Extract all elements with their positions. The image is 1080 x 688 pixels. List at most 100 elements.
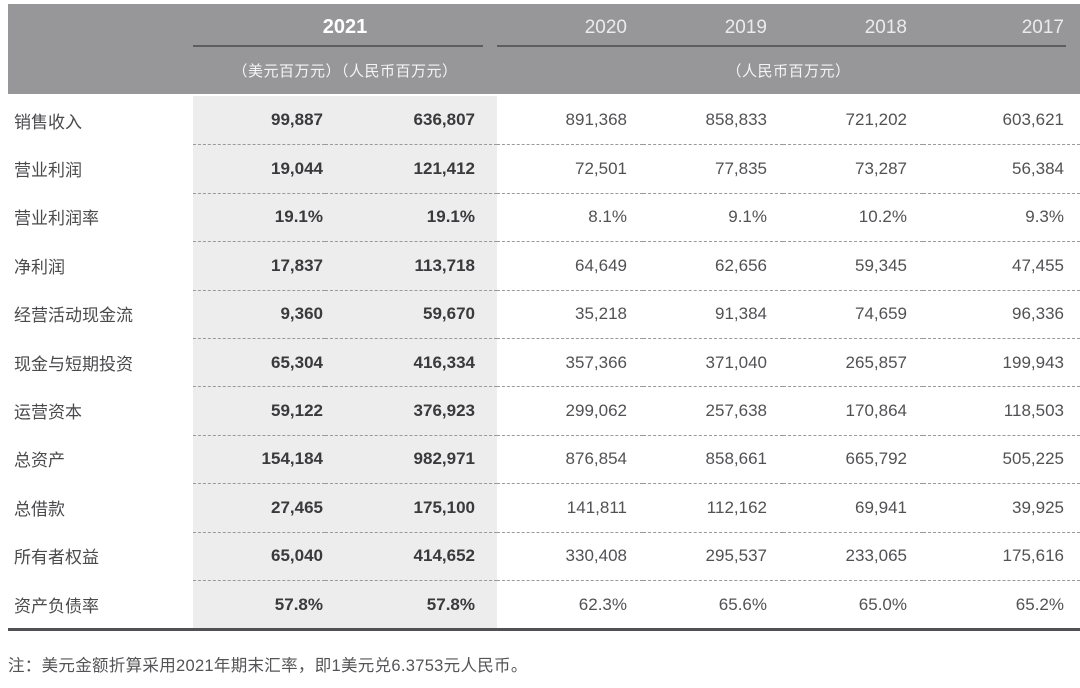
header-year-2018: 2018 <box>864 17 907 38</box>
header-year-2021: 2021 <box>322 16 368 38</box>
cell-2017: 118,503 <box>923 386 1080 434</box>
cell-2020: 876,854 <box>497 434 643 483</box>
cell-2018: 65.0% <box>783 579 923 628</box>
table-row: 资产负债率 57.8% 57.8% 62.3% 65.6% 65.0% 65.2… <box>8 579 1080 629</box>
cell-2019: 91,384 <box>643 289 783 338</box>
cell-usd-2021: 154,184 <box>193 434 325 484</box>
cell-2018: 73,287 <box>783 144 923 192</box>
cell-2020: 299,062 <box>497 386 643 434</box>
cell-2018: 10.2% <box>783 192 923 241</box>
cell-rmb-2021: 19.1% <box>325 192 497 242</box>
cell-rmb-2021: 59,670 <box>325 289 497 338</box>
cell-2017: 9.3% <box>923 192 1080 241</box>
row-label: 净利润 <box>14 257 65 277</box>
cell-rmb-2021: 121,412 <box>325 144 497 193</box>
cell-usd-2021: 65,304 <box>193 337 325 387</box>
cell-2019: 858,661 <box>643 434 783 483</box>
table-row: 总借款 27,465 175,100 141,811 112,162 69,94… <box>8 483 1080 532</box>
cell-2018: 74,659 <box>783 289 923 338</box>
cell-usd-2021: 99,887 <box>193 96 325 145</box>
cell-usd-2021: 19,044 <box>193 144 325 193</box>
cell-2018: 721,202 <box>845 110 907 130</box>
cell-2017: 96,336 <box>923 289 1080 338</box>
cell-2019: 9.1% <box>643 192 783 241</box>
cell-usd-2021: 19.1% <box>193 192 325 242</box>
cell-2017: 39,925 <box>923 483 1080 531</box>
cell-2017: 175,616 <box>923 531 1080 580</box>
cell-2017: 603,621 <box>1002 110 1064 130</box>
cell-2019: 858,833 <box>705 110 767 130</box>
row-label: 运营资本 <box>14 403 82 423</box>
cell-usd-2021: 17,837 <box>193 241 325 290</box>
cell-2020: 64,649 <box>497 241 643 289</box>
cell-2018: 265,857 <box>783 337 923 386</box>
cell-2019: 257,638 <box>643 386 783 434</box>
cell-rmb-2021: 414,652 <box>325 531 497 580</box>
cell-2017: 47,455 <box>923 241 1080 289</box>
cell-2018: 69,941 <box>783 483 923 531</box>
row-label: 资产负债率 <box>14 596 99 616</box>
cell-rmb-2021: 416,334 <box>325 337 497 387</box>
cell-2020: 8.1% <box>497 192 643 241</box>
footnote: 注：美元金额折算采用2021年期末汇率，即1美元兑6.3753元人民币。 <box>8 657 528 675</box>
cell-2018: 665,792 <box>783 434 923 483</box>
cell-2020: 62.3% <box>497 579 643 628</box>
cell-2017: 65.2% <box>923 579 1080 628</box>
header-year-2017: 2017 <box>1021 17 1064 38</box>
row-label: 销售收入 <box>14 112 82 132</box>
cell-rmb-2021: 175,100 <box>325 483 497 532</box>
cell-usd-2021: 65,040 <box>193 531 325 580</box>
header-year-2019: 2019 <box>724 17 767 38</box>
table-body: 销售收入 99,887 636,807 891,368 858,833 721,… <box>8 96 1080 632</box>
table-row: 所有者权益 65,040 414,652 330,408 295,537 233… <box>8 531 1080 580</box>
row-label: 营业利润 <box>14 161 82 181</box>
table-row: 总资产 154,184 982,971 876,854 858,661 665,… <box>8 434 1080 484</box>
cell-rmb-2021: 982,971 <box>325 434 497 484</box>
cell-2020: 35,218 <box>497 289 643 338</box>
cell-2017: 56,384 <box>923 144 1080 192</box>
cell-rmb-2021: 636,807 <box>325 96 497 145</box>
table-row: 现金与短期投资 65,304 416,334 357,366 371,040 2… <box>8 337 1080 387</box>
cell-2019: 112,162 <box>643 483 783 531</box>
cell-2019: 77,835 <box>643 144 783 192</box>
table-row: 营业利润 19,044 121,412 72,501 77,835 73,287… <box>8 144 1080 193</box>
row-label: 现金与短期投资 <box>14 354 133 374</box>
cell-2018: 170,864 <box>783 386 923 434</box>
cell-2019: 295,537 <box>643 531 783 580</box>
cell-usd-2021: 27,465 <box>193 483 325 532</box>
table-header: 2021 2020 2019 2018 2017 （美元百万元）（人民币百万元）… <box>8 4 1080 94</box>
cell-2020: 141,811 <box>497 483 643 531</box>
header-divider-other-years <box>497 45 1066 47</box>
table-row: 营业利润率 19.1% 19.1% 8.1% 9.1% 10.2% 9.3% <box>8 192 1080 242</box>
table-row: 经营活动现金流 9,360 59,670 35,218 91,384 74,65… <box>8 289 1080 338</box>
cell-2019: 62,656 <box>643 241 783 289</box>
cell-2020: 891,368 <box>565 110 627 130</box>
table-row: 销售收入 99,887 636,807 891,368 858,833 721,… <box>8 96 1080 145</box>
row-label: 总资产 <box>14 451 65 471</box>
header-divider-2021 <box>193 45 483 47</box>
header-unit-other-years: （人民币百万元） <box>726 63 851 80</box>
cell-2020: 357,366 <box>497 337 643 386</box>
cell-rmb-2021: 113,718 <box>325 241 497 290</box>
cell-rmb-2021: 376,923 <box>325 386 497 435</box>
header-unit-2021: （美元百万元）（人民币百万元） <box>232 63 458 80</box>
cell-2020: 330,408 <box>497 531 643 580</box>
cell-usd-2021: 9,360 <box>193 289 325 338</box>
row-label: 所有者权益 <box>14 548 99 568</box>
cell-usd-2021: 59,122 <box>193 386 325 435</box>
cell-2017: 199,943 <box>923 337 1080 386</box>
header-year-2020: 2020 <box>584 17 627 38</box>
row-label: 营业利润率 <box>14 209 99 229</box>
row-label: 经营活动现金流 <box>14 306 133 326</box>
row-label: 总借款 <box>14 499 65 519</box>
cell-rmb-2021: 57.8% <box>325 579 497 629</box>
cell-usd-2021: 57.8% <box>193 579 325 629</box>
cell-2020: 72,501 <box>497 144 643 192</box>
table-row: 净利润 17,837 113,718 64,649 62,656 59,345 … <box>8 241 1080 290</box>
table-row: 运营资本 59,122 376,923 299,062 257,638 170,… <box>8 386 1080 435</box>
cell-2017: 505,225 <box>923 434 1080 483</box>
cell-2019: 371,040 <box>643 337 783 386</box>
cell-2019: 65.6% <box>643 579 783 628</box>
cell-2018: 233,065 <box>783 531 923 580</box>
